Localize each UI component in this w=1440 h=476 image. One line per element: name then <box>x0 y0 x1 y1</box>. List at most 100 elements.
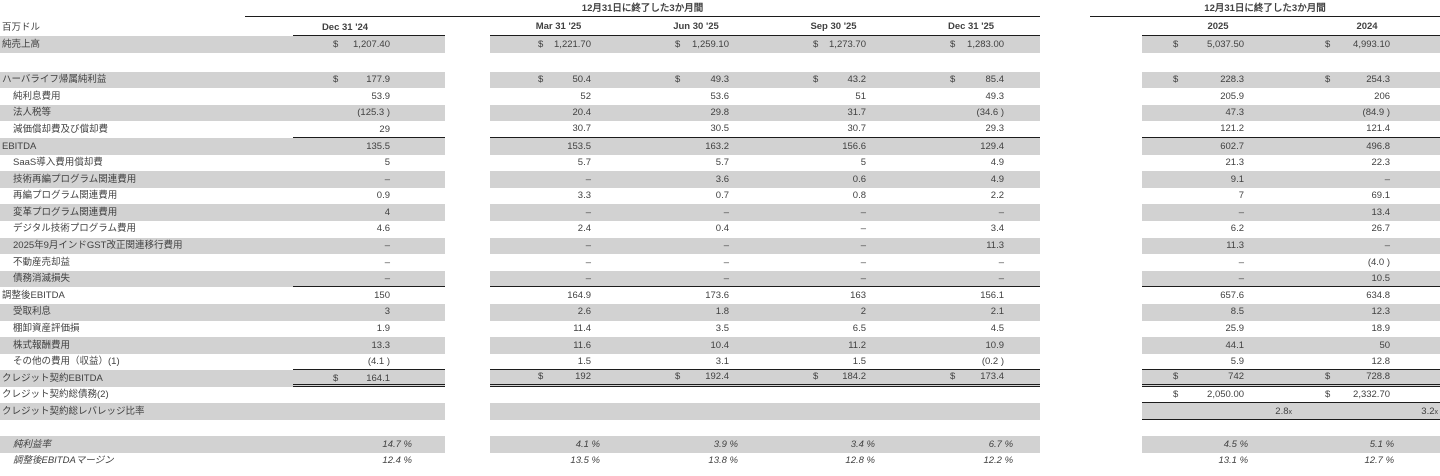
cell-content: 12.2 % <box>902 453 1040 470</box>
value-cell: – <box>765 237 902 255</box>
cell-content: 3.1 <box>627 354 765 370</box>
table-row: 純利息費用 53.9 52 53.6 51 49.3 205.9 206 <box>0 88 1440 105</box>
value-cell: 1.5 <box>765 354 902 371</box>
value-cell: 5 <box>245 155 445 172</box>
cell-content: 3.4 % <box>765 436 902 453</box>
column-gap <box>1040 354 1142 371</box>
cell-value: – <box>384 240 390 252</box>
value-cell: 3.5 <box>627 321 765 338</box>
group-header-spacer <box>0 0 245 17</box>
cell-content: 29.8 <box>627 105 765 122</box>
table-row: ハーバライフ帰属純利益 $177.9 $50.4 $49.3 $43.2 $85.4 $22… <box>0 71 1440 89</box>
column-gap <box>445 370 490 387</box>
cell-value: 496.8 <box>1366 140 1391 152</box>
cell-content: 30.7 <box>490 121 627 137</box>
cell-value: – <box>585 272 591 284</box>
cell-content: $177.9 <box>245 72 445 89</box>
table-row: 純売上高 $1,207.40 $1,221.70 $1,259.10 $1,273.70… <box>0 36 1440 53</box>
row-label: デジタル技術プログラム費用 <box>13 223 137 235</box>
cell-value: 51 <box>855 90 866 102</box>
value-cell: 10.5 <box>1294 270 1440 288</box>
cell-value: 49.3 <box>985 90 1005 102</box>
cell-content: 0.9 <box>245 188 445 205</box>
cell-content: $4,993.10 <box>1294 36 1440 53</box>
cell-content: 25.9 <box>1142 321 1294 338</box>
cell-content: 3.2x <box>1294 403 1440 419</box>
value-cell: 0.6 <box>765 171 902 188</box>
cell-value: 192.4 <box>705 371 729 383</box>
leverage-suffix: x <box>1288 408 1293 416</box>
cell-content: 2.8x <box>1142 403 1294 419</box>
value-cell: 12.8 % <box>765 453 902 470</box>
cell-value: (84.9 ) <box>1362 107 1391 119</box>
cell-value: (34.6 ) <box>976 107 1005 119</box>
value-cell: 10.9 <box>902 337 1041 354</box>
row-label: 純利益率 <box>0 436 245 453</box>
cell-value: 44.1 <box>1225 339 1245 351</box>
cell-content: 135.5 <box>245 138 445 155</box>
cell-content: 2.6 <box>490 304 627 321</box>
cell-value: 12.3 <box>1371 306 1391 318</box>
value-cell: (0.2 ) <box>902 354 1041 371</box>
value-cell: 69.1 <box>1294 188 1440 205</box>
value-cell: (125.3 ) <box>245 104 445 122</box>
cell-content: 0.6 <box>765 171 902 188</box>
cell-value: 9.1 <box>1230 173 1245 185</box>
cell-content: 20.4 <box>490 105 627 122</box>
row-label: 調整後EBITDA <box>2 289 65 301</box>
cell-value: – <box>1384 173 1391 185</box>
cell-value: 1.9 <box>376 323 390 335</box>
value-cell: 121.2 <box>1142 121 1295 138</box>
cell-value: 5 <box>384 157 390 169</box>
value-cell: 2.6 <box>490 303 627 321</box>
value-cell: 44.1 <box>1142 337 1295 354</box>
cell-content: – <box>1294 171 1440 188</box>
cell-content: 51 <box>765 88 902 105</box>
column-header: 2024 <box>1294 17 1440 36</box>
spacer-row <box>0 420 1440 436</box>
value-cell: 5.7 <box>627 155 765 172</box>
row-label: クレジット契約EBITDA <box>0 370 245 387</box>
cell-value: 1.5 <box>852 355 866 367</box>
cell-value: 18.9 <box>1371 323 1391 335</box>
column-gap <box>445 36 490 53</box>
cell-content: 657.6 <box>1142 287 1294 304</box>
cell-content: 6.5 <box>765 321 902 338</box>
value-cell: 13.4 <box>1294 204 1440 221</box>
row-label: ハーバライフ帰属純利益 <box>0 71 245 89</box>
row-label: 変革プログラム関連費用 <box>0 204 245 221</box>
cell-content: 2.2 <box>902 188 1040 205</box>
cell-value: 129.4 <box>980 140 1005 152</box>
cell-value: 85.4 <box>985 74 1005 86</box>
cell-value: 5 <box>860 157 866 169</box>
value-cell: 9.1 <box>1142 171 1295 188</box>
cell-content: 2 <box>765 304 902 321</box>
cell-content: 602.7 <box>1142 138 1294 155</box>
cell-value: 184.2 <box>842 371 866 383</box>
spacer-cell <box>0 420 1440 436</box>
column-gap <box>1040 238 1142 255</box>
leverage-suffix: x <box>1434 408 1439 416</box>
column-gap <box>1040 387 1142 404</box>
value-cell: 1.5 <box>490 354 627 371</box>
value-cell: – <box>627 254 765 271</box>
column-header: Dec 31 '24 <box>245 17 445 36</box>
column-header: Dec 31 '25 <box>902 17 1041 36</box>
cell-content: – <box>627 238 765 255</box>
value-cell: 13.3 <box>245 337 445 354</box>
cell-value: 6.5 <box>852 323 866 335</box>
value-cell: $4,993.10 <box>1294 36 1440 53</box>
value-cell: – <box>765 254 902 271</box>
value-cell: – <box>245 254 445 271</box>
cell-content: 13.5 % <box>490 453 627 470</box>
spacer-row <box>0 53 1440 72</box>
cell-content: 164.9 <box>490 287 627 304</box>
cell-value: 228.3 <box>1220 74 1245 86</box>
column-gap <box>445 271 490 288</box>
value-cell: 6.5 <box>765 321 902 338</box>
cell-value: 156.1 <box>980 289 1005 301</box>
cell-content: – <box>765 254 902 271</box>
cell-value: 2.2 <box>990 190 1005 202</box>
cell-value: 12.4 % <box>382 455 412 467</box>
cell-value: 657.6 <box>1220 289 1245 301</box>
